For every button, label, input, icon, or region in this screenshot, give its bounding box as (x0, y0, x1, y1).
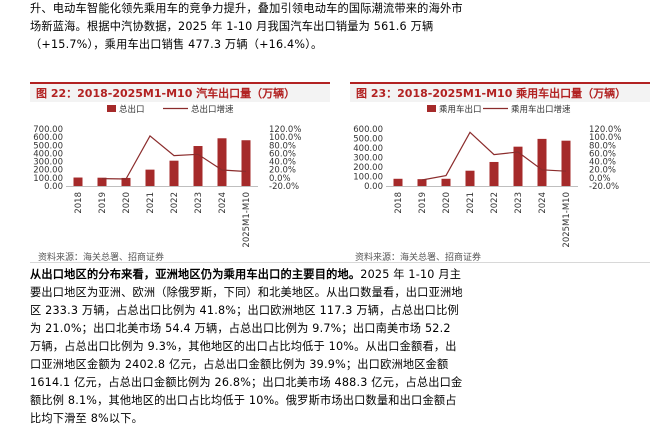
legend-label-bar: 乘用车出口 (439, 104, 482, 115)
bar (217, 138, 227, 186)
category-label: 2022 (170, 192, 180, 214)
region-paragraph-lead: 从出口地区的分布来看，亚洲地区仍为乘用车出口的主要目的地。 (30, 268, 361, 281)
growth-line (421, 131, 567, 181)
left-axis-tick-label: 700.00 (33, 125, 63, 135)
category-label: 2022 (490, 192, 500, 214)
category-label: 2020 (442, 192, 452, 214)
category-label: 2024 (218, 192, 228, 214)
total-export-chart: 总出口 总出口增速700.00600.00500.00400.00300.0020… (33, 104, 301, 248)
right-axis-tick-label: 40.0% (269, 158, 296, 168)
bar (537, 138, 547, 186)
passenger-car-export-chart: 乘用车出口 乘用车出口增速 600.00500.00400.00300.00200.… (353, 104, 621, 248)
bar (121, 177, 131, 186)
left-axis-tick-label: 500.00 (353, 135, 383, 145)
category-label: 2020 (122, 192, 132, 214)
figure-22-source: 资料来源：海关总署、招商证券 (38, 253, 165, 263)
left-axis-tick-label: 200.00 (353, 163, 383, 173)
figure-22-title: 图 22：2018-2025M1-M10 汽车出口量（万辆） (30, 82, 330, 102)
right-axis-tick-label: -20.0% (589, 182, 619, 192)
bar (513, 146, 523, 186)
right-axis-tick-label: 80.0% (269, 141, 296, 151)
right-axis-tick-label: 100.0% (589, 133, 621, 143)
legend-swatch-bar (107, 105, 116, 112)
bar (561, 140, 571, 186)
right-axis-tick-label: 60.0% (589, 149, 616, 159)
figure-23-title: 图 23：2018-2025M1-M10 乘用车出口量（万辆） (350, 82, 650, 102)
right-axis-tick-label: 20.0% (269, 166, 296, 176)
intro-paragraph: 升、电动车智能化领先乘用车的竞争力提升，叠加引领电动车的国际潮流带来的海外市场新… (30, 2, 463, 51)
bar (169, 160, 179, 186)
left-axis-tick-label: 300.00 (33, 158, 63, 168)
legend-label-bar: 总出口 (119, 104, 145, 115)
region-paragraph: 从出口地区的分布来看，亚洲地区仍为乘用车出口的主要目的地。2025 年 1-10… (30, 266, 465, 428)
left-axis-tick-label: 200.00 (33, 166, 63, 176)
left-axis-tick-label: 300.00 (353, 154, 383, 164)
growth-line (101, 134, 247, 180)
category-label: 2018 (394, 192, 404, 214)
category-label: 2024 (538, 192, 548, 214)
legend-label-line: 乘用车出口增速 (511, 104, 571, 115)
right-axis-tick-label: -20.0% (269, 182, 299, 192)
left-axis-tick-label: 400.00 (33, 149, 63, 159)
category-label: 2021 (146, 192, 156, 214)
bar (417, 179, 427, 186)
left-axis-tick-label: 500.00 (33, 141, 63, 151)
category-label: 2025M1-M10 (562, 192, 572, 248)
right-axis-tick-label: 20.0% (589, 166, 616, 176)
right-axis-tick-label: 0.0% (269, 174, 291, 184)
right-axis-tick-label: 40.0% (589, 158, 616, 168)
left-axis-tick-label: 100.00 (353, 173, 383, 183)
bar (241, 140, 251, 186)
left-axis-tick-label: 100.00 (33, 174, 63, 184)
category-label: 2023 (194, 192, 204, 214)
left-axis-tick-label: 0.00 (44, 182, 63, 192)
right-axis-tick-label: 80.0% (589, 141, 616, 151)
bar (465, 170, 475, 186)
legend-swatch-bar (427, 105, 436, 112)
left-axis-tick-label: 0.00 (364, 182, 383, 192)
divider (30, 262, 650, 263)
right-axis-tick-label: 120.0% (589, 125, 621, 135)
region-paragraph-body: 2025 年 1-10 月主要出口地区为亚洲、欧洲（除俄罗斯，下同）和北美地区。… (30, 268, 463, 425)
bar (441, 178, 451, 186)
category-label: 2023 (514, 192, 524, 214)
left-axis-tick-label: 400.00 (353, 144, 383, 154)
bar (145, 169, 155, 186)
category-label: 2025M1-M10 (242, 192, 252, 248)
right-axis-tick-label: 0.0% (589, 174, 611, 184)
left-axis-tick-label: 600.00 (353, 125, 383, 135)
bar (489, 161, 499, 186)
bar (193, 146, 203, 186)
category-label: 2019 (98, 192, 108, 214)
category-label: 2019 (418, 192, 428, 214)
left-axis-tick-label: 600.00 (33, 133, 63, 143)
bar (73, 177, 83, 186)
bar (393, 178, 403, 186)
bar (97, 177, 107, 186)
right-axis-tick-label: 60.0% (269, 149, 296, 159)
legend-label-line: 总出口增速 (191, 104, 234, 115)
right-axis-tick-label: 100.0% (269, 133, 301, 143)
category-label: 2018 (74, 192, 84, 214)
category-label: 2021 (466, 192, 476, 214)
figure-23-source: 资料来源：海关总署、招商证券 (355, 253, 482, 263)
right-axis-tick-label: 120.0% (269, 125, 301, 135)
